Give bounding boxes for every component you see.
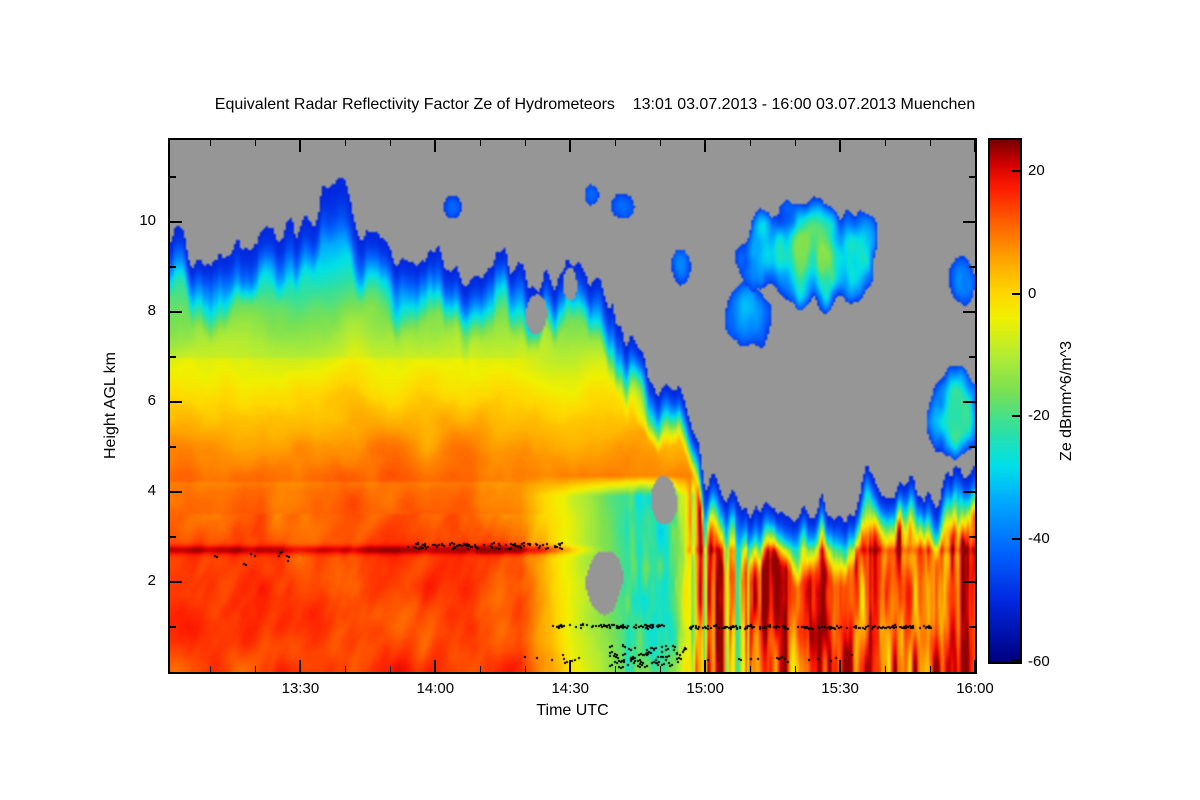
- x-minor-tick: [794, 666, 796, 672]
- x-minor-tick: [884, 666, 886, 672]
- x-minor-tick: [524, 140, 526, 146]
- colorbar-ticks-overlay: [990, 140, 1020, 662]
- x-tick-label: 14:00: [416, 680, 455, 697]
- y-tick-label: 4: [147, 481, 156, 499]
- y-major-tick: [170, 310, 182, 313]
- x-major-tick: [974, 660, 976, 672]
- y-minor-tick: [969, 175, 975, 178]
- x-tick-label: 14:30: [551, 680, 590, 697]
- x-major-tick: [839, 140, 842, 152]
- x-minor-tick: [749, 140, 751, 146]
- y-minor-tick: [969, 445, 975, 448]
- colorbar-tick: [1012, 659, 1020, 661]
- x-major-tick: [569, 140, 572, 152]
- axes-ticks-overlay: [170, 140, 976, 672]
- colorbar-tick: [1012, 538, 1020, 541]
- y-minor-tick: [170, 625, 176, 628]
- y-major-tick: [170, 220, 182, 223]
- x-minor-tick: [209, 666, 211, 672]
- x-tick-label: 13:30: [281, 680, 320, 697]
- x-axis-title: Time UTC: [536, 702, 609, 719]
- y-major-tick: [963, 580, 975, 583]
- y-minor-tick: [170, 535, 176, 538]
- x-minor-tick: [389, 666, 391, 672]
- colorbar-tick: [1012, 415, 1020, 418]
- colorbar-tick-label: -60: [1028, 653, 1050, 670]
- y-minor-tick: [969, 355, 975, 358]
- colorbar-title-text: Ze dBmm^6/m^3: [1058, 341, 1075, 461]
- x-minor-tick: [344, 666, 346, 672]
- figure-title: Equivalent Radar Reflectivity Factor Ze …: [214, 96, 976, 113]
- x-major-tick: [974, 140, 976, 152]
- x-tick-label: 15:00: [686, 680, 724, 697]
- y-tick-label: 2: [147, 571, 156, 589]
- y-minor-tick: [170, 175, 176, 178]
- y-major-tick: [963, 220, 975, 223]
- y-minor-tick: [170, 265, 176, 268]
- y-major-tick: [170, 580, 182, 583]
- colorbar-tick-label: 0: [1028, 284, 1037, 302]
- colorbar-tick-label: -40: [1028, 530, 1050, 548]
- x-minor-tick: [344, 140, 346, 146]
- y-major-tick: [963, 490, 975, 493]
- colorbar-title: Ze dBmm^6/m^3: [1056, 140, 1078, 662]
- x-tick-label: 15:30: [821, 680, 859, 697]
- x-major-tick: [704, 140, 707, 152]
- x-minor-tick: [659, 140, 661, 146]
- x-major-tick: [299, 140, 302, 152]
- x-minor-tick: [929, 666, 931, 672]
- x-major-tick: [434, 660, 437, 672]
- y-minor-tick: [969, 535, 975, 538]
- y-minor-tick: [969, 265, 975, 268]
- y-major-tick: [963, 310, 975, 313]
- y-tick-label: 8: [147, 301, 156, 319]
- y-major-tick: [963, 400, 975, 403]
- x-minor-tick: [254, 666, 256, 672]
- y-major-tick: [170, 490, 182, 493]
- plot-area: [168, 138, 977, 674]
- x-minor-tick: [479, 140, 481, 146]
- x-minor-tick: [749, 666, 751, 672]
- x-minor-tick: [659, 666, 661, 672]
- colorbar-tick: [1012, 169, 1020, 172]
- x-minor-tick: [794, 140, 796, 146]
- x-minor-tick: [209, 140, 211, 146]
- x-minor-tick: [254, 140, 256, 146]
- colorbar-tick-label: -20: [1028, 407, 1050, 425]
- x-minor-tick: [389, 140, 391, 146]
- reflectivity-heatmap: [170, 140, 975, 672]
- y-minor-tick: [969, 625, 975, 628]
- y-tick-label: 10: [139, 211, 156, 229]
- x-minor-tick: [614, 666, 616, 672]
- x-minor-tick: [524, 666, 526, 672]
- colorbar-gradient: [990, 140, 1020, 662]
- y-minor-tick: [170, 355, 176, 358]
- x-major-tick: [704, 660, 707, 672]
- y-major-tick: [170, 400, 182, 403]
- x-tick-label: 16:00: [956, 680, 994, 697]
- x-minor-tick: [884, 140, 886, 146]
- colorbar-tick: [1012, 292, 1020, 295]
- colorbar: [988, 138, 1022, 664]
- x-major-tick: [569, 660, 572, 672]
- x-minor-tick: [929, 140, 931, 146]
- x-major-tick: [299, 660, 302, 672]
- y-minor-tick: [170, 445, 176, 448]
- x-major-tick: [434, 140, 437, 152]
- x-minor-tick: [614, 140, 616, 146]
- y-tick-label: 6: [147, 391, 156, 409]
- x-major-tick: [839, 660, 842, 672]
- x-minor-tick: [479, 666, 481, 672]
- colorbar-tick-label: 20: [1028, 161, 1045, 179]
